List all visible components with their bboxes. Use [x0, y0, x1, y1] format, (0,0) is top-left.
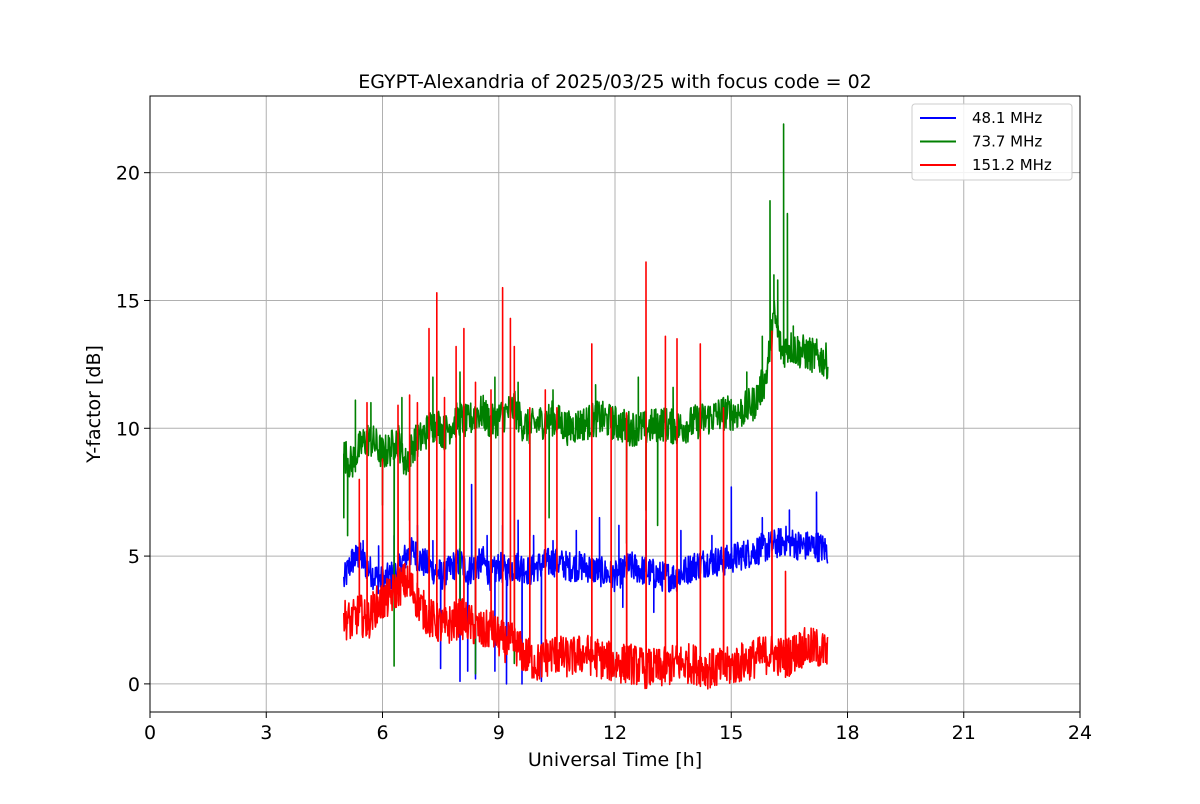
y-tick-label: 10: [116, 418, 140, 440]
y-tick-label: 20: [116, 163, 140, 185]
plot-series-area: [343, 123, 829, 690]
series-line: [343, 123, 829, 675]
x-tick-label: 9: [493, 722, 505, 744]
x-axis-label: Universal Time [h]: [528, 749, 702, 771]
legend-label: 48.1 MHz: [972, 109, 1042, 127]
x-tick-label: 15: [719, 722, 743, 744]
series-line: [343, 483, 829, 685]
x-tick-label: 3: [260, 722, 272, 744]
legend-label: 151.2 MHz: [972, 156, 1052, 174]
chart-title: EGYPT-Alexandria of 2025/03/25 with focu…: [358, 71, 872, 93]
x-tick-label: 21: [952, 722, 976, 744]
y-tick-label: 0: [128, 674, 140, 696]
legend-label: 73.7 MHz: [972, 133, 1042, 151]
y-tick-label: 15: [116, 290, 140, 312]
series-line: [343, 261, 829, 690]
axis-ticks: 0 3 6 9 12 15 18 21 24 0 5 10 15 20: [116, 163, 1092, 744]
legend: 48.1 MHz 73.7 MHz 151.2 MHz: [911, 103, 1073, 181]
x-tick-label: 12: [603, 722, 627, 744]
x-tick-label: 24: [1068, 722, 1092, 744]
legend-box: [911, 103, 1073, 181]
x-tick-label: 6: [376, 722, 388, 744]
x-tick-label: 0: [144, 722, 156, 744]
y-axis-label: Y-factor [dB]: [83, 345, 105, 464]
y-tick-label: 5: [128, 546, 140, 568]
x-tick-label: 18: [835, 722, 859, 744]
